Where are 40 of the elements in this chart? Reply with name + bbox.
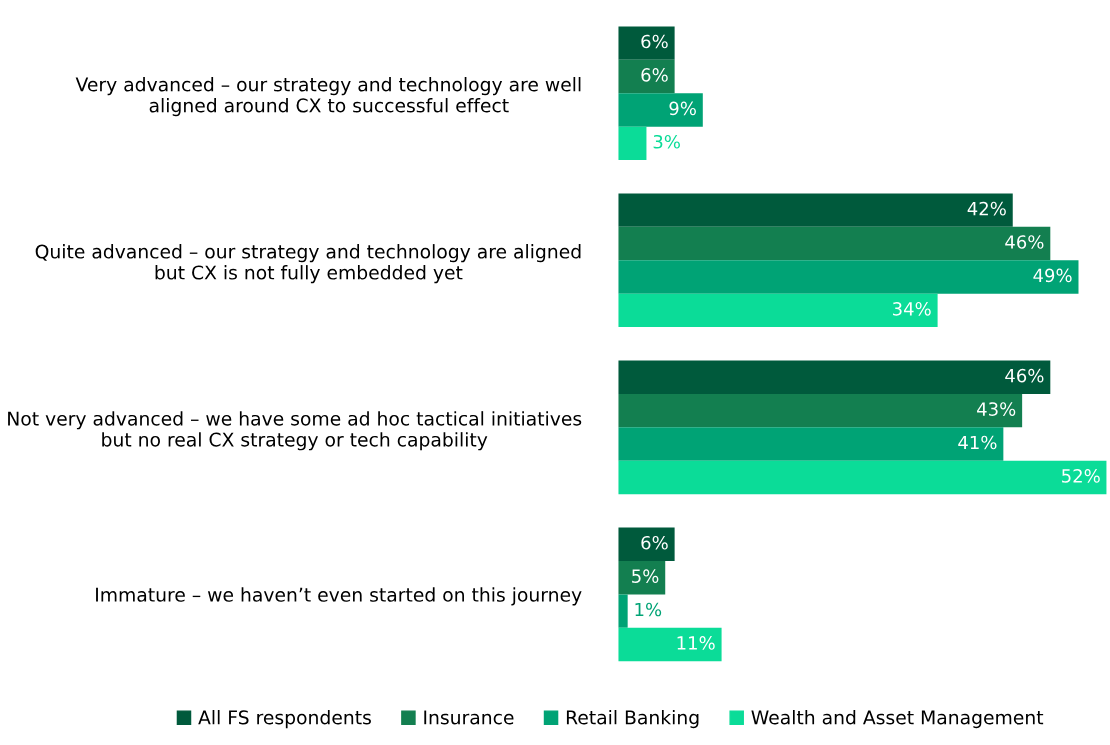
legend-label: Retail Banking xyxy=(566,709,699,729)
data-label: 34% xyxy=(892,301,931,316)
y-tick-label: Very advanced – our strategy and technology are well aligned around CX to successful effect xyxy=(75,77,581,117)
bar xyxy=(618,59,675,94)
bar xyxy=(618,527,675,561)
data-label: 5% xyxy=(632,569,659,583)
bar xyxy=(618,226,1051,261)
bar xyxy=(618,193,1013,227)
bar xyxy=(618,561,666,595)
y-tick-label: Immature – we haven’t even started on this journey xyxy=(96,587,582,606)
data-label: 6% xyxy=(641,535,668,550)
legend-label: All FS respondents xyxy=(198,709,371,729)
y-tick-label: Quite advanced – our strategy and technology are aligned but CX is not fully embedded yet xyxy=(35,244,581,284)
data-label: 46% xyxy=(1005,235,1044,249)
data-label: 46% xyxy=(1005,368,1044,383)
data-label: 9% xyxy=(669,101,696,116)
bar xyxy=(618,293,938,328)
data-label: 3% xyxy=(653,134,680,149)
y-tick-label: Not very advanced – we have some ad hoc tactical initiatives but no real CX strategy or tech capability xyxy=(8,411,582,451)
bar xyxy=(618,627,722,662)
legend-label: Wealth and Asset Management xyxy=(751,709,1044,729)
legend-label: Insurance xyxy=(424,710,514,725)
data-label: 6% xyxy=(641,34,668,49)
data-label: 42% xyxy=(967,201,1006,216)
data-label: 49% xyxy=(1033,268,1072,283)
bar xyxy=(618,393,1023,428)
bar xyxy=(618,93,703,127)
data-label: 52% xyxy=(1062,469,1100,483)
data-label: 11% xyxy=(677,636,715,650)
data-label: 43% xyxy=(977,402,1016,416)
bar xyxy=(618,26,675,60)
data-label: 6% xyxy=(641,68,668,82)
bar xyxy=(618,360,1051,394)
data-label: 1% xyxy=(635,602,662,617)
bar xyxy=(618,427,1004,461)
bar xyxy=(618,126,647,161)
bar xyxy=(618,260,1079,294)
bar xyxy=(618,594,628,628)
bar xyxy=(618,460,1107,495)
data-label: 41% xyxy=(958,435,997,450)
